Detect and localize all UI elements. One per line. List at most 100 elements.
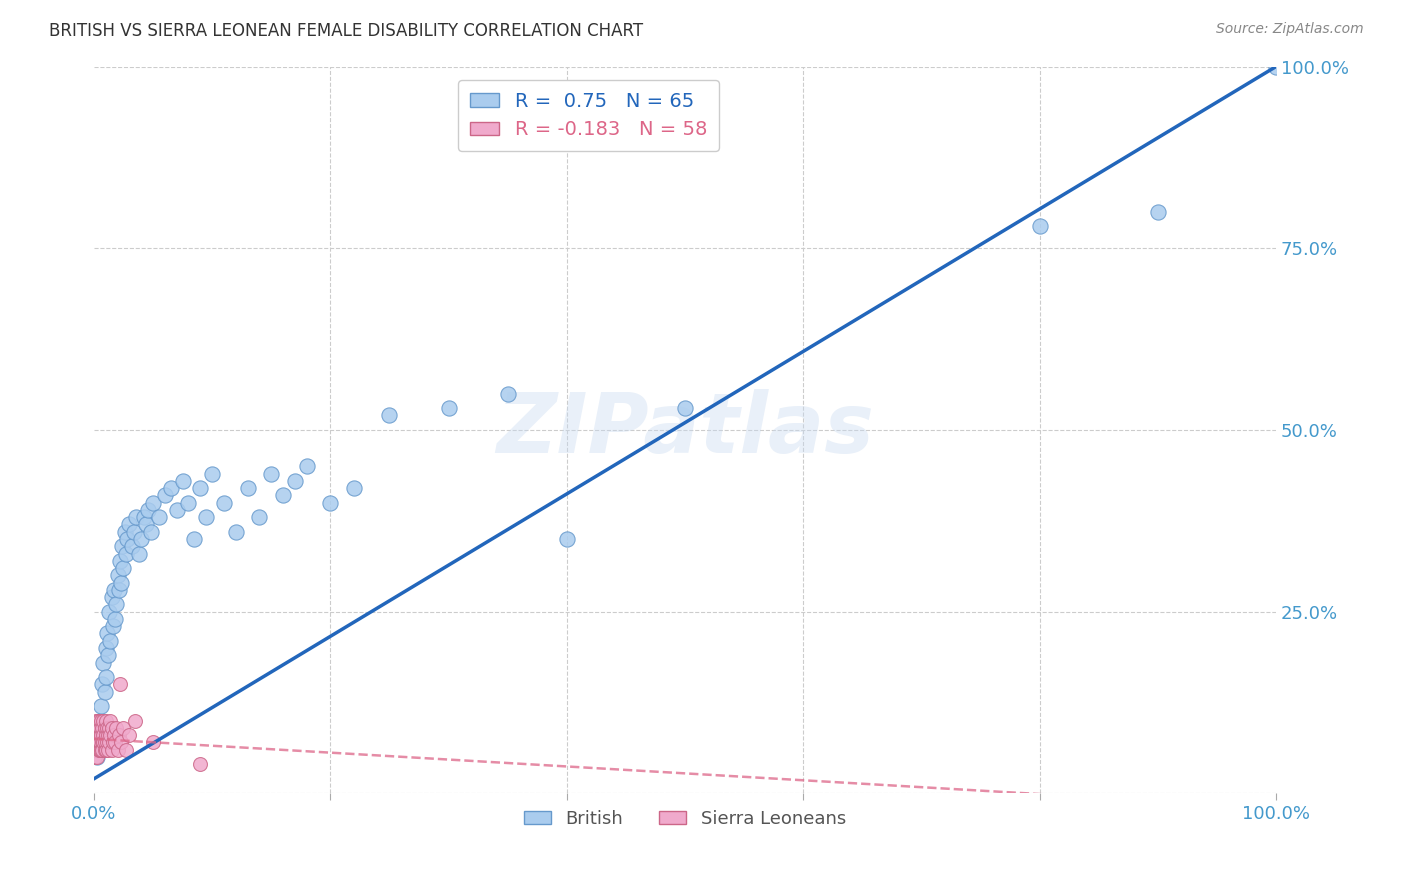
- Point: [129, 532, 152, 546]
- Point: [201, 467, 224, 481]
- Point: [93, 721, 115, 735]
- Point: [114, 524, 136, 539]
- Point: [87, 743, 110, 757]
- Point: [84, 743, 107, 757]
- Point: [166, 503, 188, 517]
- Point: [104, 612, 127, 626]
- Point: [93, 684, 115, 698]
- Point: [177, 496, 200, 510]
- Point: [139, 524, 162, 539]
- Point: [378, 409, 401, 423]
- Point: [90, 699, 112, 714]
- Point: [112, 561, 135, 575]
- Point: [103, 582, 125, 597]
- Point: [188, 757, 211, 772]
- Text: ZIPatlas: ZIPatlas: [496, 390, 875, 470]
- Point: [91, 721, 114, 735]
- Point: [111, 539, 134, 553]
- Point: [105, 598, 128, 612]
- Point: [87, 735, 110, 749]
- Point: [100, 590, 122, 604]
- Point: [89, 735, 111, 749]
- Point: [136, 503, 159, 517]
- Point: [212, 496, 235, 510]
- Point: [84, 735, 107, 749]
- Point: [98, 605, 121, 619]
- Point: [118, 517, 141, 532]
- Point: [673, 401, 696, 416]
- Point: [87, 721, 110, 735]
- Point: [555, 532, 578, 546]
- Point: [236, 481, 259, 495]
- Point: [93, 656, 115, 670]
- Point: [172, 474, 194, 488]
- Point: [108, 677, 131, 691]
- Point: [125, 510, 148, 524]
- Point: [97, 648, 120, 663]
- Point: [148, 510, 170, 524]
- Point: [91, 677, 114, 691]
- Point: [128, 547, 150, 561]
- Point: [195, 510, 218, 524]
- Point: [93, 743, 115, 757]
- Point: [87, 714, 110, 728]
- Point: [110, 575, 132, 590]
- Point: [94, 714, 117, 728]
- Point: [153, 488, 176, 502]
- Point: [122, 524, 145, 539]
- Point: [107, 728, 129, 742]
- Point: [319, 496, 342, 510]
- Point: [86, 750, 108, 764]
- Point: [89, 743, 111, 757]
- Legend: British, Sierra Leoneans: British, Sierra Leoneans: [516, 803, 853, 835]
- Point: [249, 510, 271, 524]
- Point: [90, 714, 112, 728]
- Point: [84, 750, 107, 764]
- Point: [91, 735, 114, 749]
- Point: [84, 721, 107, 735]
- Point: [98, 735, 121, 749]
- Point: [260, 467, 283, 481]
- Point: [188, 481, 211, 495]
- Point: [84, 714, 107, 728]
- Point: [107, 743, 129, 757]
- Point: [104, 735, 127, 749]
- Point: [86, 714, 108, 728]
- Point: [105, 721, 128, 735]
- Point: [107, 568, 129, 582]
- Point: [100, 728, 122, 742]
- Point: [115, 547, 138, 561]
- Point: [90, 728, 112, 742]
- Point: [89, 714, 111, 728]
- Point: [86, 750, 108, 764]
- Point: [94, 743, 117, 757]
- Point: [101, 619, 124, 633]
- Point: [97, 743, 120, 757]
- Point: [1146, 205, 1168, 219]
- Point: [96, 626, 118, 640]
- Point: [115, 743, 138, 757]
- Point: [94, 640, 117, 655]
- Point: [437, 401, 460, 416]
- Point: [135, 517, 157, 532]
- Point: [159, 481, 181, 495]
- Point: [271, 488, 294, 502]
- Point: [284, 474, 307, 488]
- Point: [90, 743, 112, 757]
- Point: [100, 743, 122, 757]
- Point: [100, 721, 122, 735]
- Point: [89, 728, 111, 742]
- Point: [91, 743, 114, 757]
- Point: [84, 735, 107, 749]
- Point: [108, 554, 131, 568]
- Point: [86, 728, 108, 742]
- Point: [121, 539, 143, 553]
- Point: [118, 728, 141, 742]
- Point: [94, 728, 117, 742]
- Point: [101, 735, 124, 749]
- Point: [225, 524, 247, 539]
- Point: [97, 728, 120, 742]
- Point: [295, 459, 318, 474]
- Point: [112, 721, 135, 735]
- Point: [142, 735, 165, 749]
